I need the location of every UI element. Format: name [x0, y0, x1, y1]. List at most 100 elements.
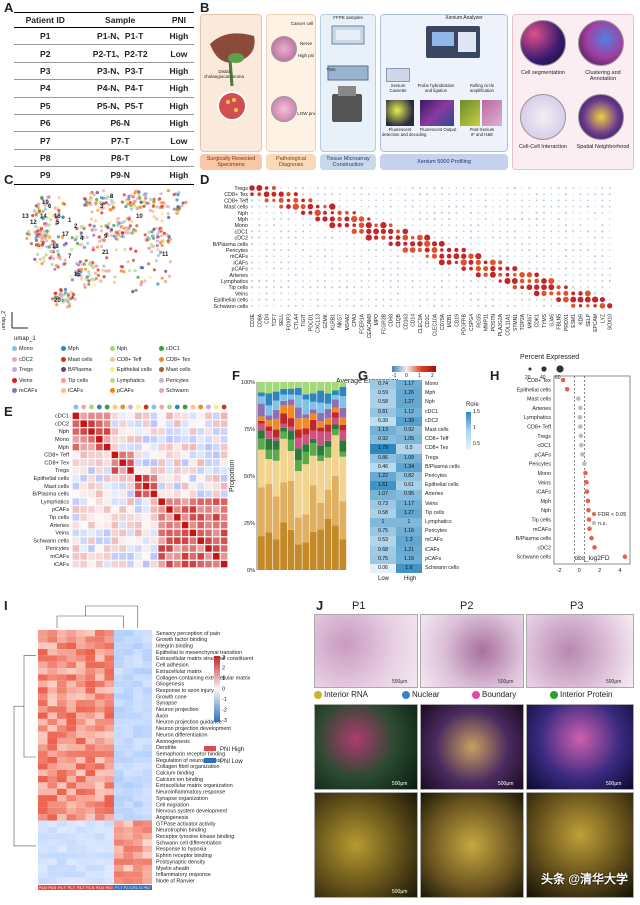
dotplot-dot — [404, 199, 407, 202]
dotplot-dot — [548, 277, 555, 285]
corr-cell — [173, 451, 181, 459]
dotplot-dot — [280, 224, 282, 226]
proportion-segment — [317, 446, 324, 456]
corr-cell — [197, 537, 205, 545]
corr-cell — [212, 544, 220, 553]
corr-cell — [87, 427, 96, 436]
proportion-segment — [280, 413, 287, 424]
dotplot-dot — [506, 218, 509, 220]
go-cell — [66, 737, 76, 745]
go-cell — [76, 737, 86, 745]
umap-point — [96, 245, 100, 249]
go-cell — [38, 864, 48, 872]
go-cell — [66, 877, 76, 884]
corr-cell — [119, 544, 127, 553]
dotplot-dot — [601, 280, 604, 282]
umap-point — [43, 207, 48, 211]
go-cell — [95, 649, 105, 656]
scalebar-he-p1: 500μm — [392, 679, 408, 685]
dotplot-dot — [550, 218, 552, 220]
dotplot-dot — [513, 230, 516, 233]
corr-header-dot — [120, 404, 126, 410]
dotplot-dot — [463, 193, 465, 195]
go-legend-low-swatch — [204, 758, 216, 763]
log2fd-point — [582, 461, 587, 466]
dotplot-dot — [316, 193, 319, 196]
legend-swatch — [61, 346, 66, 352]
umap-point — [114, 248, 118, 252]
corr-cell — [181, 420, 189, 428]
dotplot-dot — [331, 236, 334, 239]
dotplot-dot — [382, 249, 385, 251]
tma-label: TMA — [326, 67, 336, 72]
dotplot-dot — [577, 296, 584, 303]
table-cell: P2 — [14, 44, 77, 63]
dotplot-dot — [506, 249, 509, 251]
dotplot-dot — [594, 199, 596, 201]
dotplot-dot — [287, 236, 290, 239]
corr-cell — [197, 529, 205, 537]
corr-cell — [126, 521, 135, 529]
umap-point — [88, 273, 92, 277]
dotplot-dot — [329, 203, 336, 210]
corr-cell — [134, 459, 142, 467]
go-cell — [104, 839, 114, 846]
dotplot-dot — [426, 224, 428, 226]
dotplot-dot — [309, 187, 311, 189]
corr-cell — [204, 474, 213, 482]
go-cell — [76, 877, 86, 884]
go-cell — [66, 833, 76, 840]
dotplot-dot — [431, 253, 438, 259]
corr-row-label: pCAFs — [52, 507, 69, 513]
roe-cell-low: 0.81 — [370, 407, 396, 417]
go-sample-annotation — [76, 885, 86, 890]
dotplot-dot — [419, 255, 421, 257]
umap-point — [164, 269, 168, 273]
dotplot-dot — [572, 218, 574, 220]
corr-cell — [87, 482, 96, 490]
go-cell — [104, 718, 114, 726]
dotplot-dot — [514, 261, 516, 264]
dotplot-dot — [564, 267, 567, 270]
dotplot-dot — [411, 274, 414, 276]
tissue-legend-swatch — [314, 690, 322, 699]
dotplot-dot — [331, 280, 333, 282]
go-cell — [95, 757, 105, 764]
dotplot-dot — [499, 305, 501, 307]
go-cell — [85, 833, 95, 840]
go-cell — [38, 668, 48, 675]
dotplot-dot — [470, 292, 472, 295]
dotplot-row-label: B/Plasma cells — [213, 242, 249, 248]
dotplot-dot — [506, 261, 509, 264]
go-term-label: Synapse organization — [156, 796, 208, 802]
go-cell — [76, 630, 86, 637]
dotplot-dot — [360, 267, 363, 270]
umap-point — [94, 201, 98, 205]
dotplot-dot — [411, 292, 414, 295]
dotplot-dot — [251, 249, 253, 251]
go-cell — [57, 833, 67, 840]
dotplot-dot — [506, 292, 509, 295]
dotplot-dot — [609, 243, 611, 245]
corr-header-dot — [206, 404, 211, 410]
umap-point — [90, 277, 94, 281]
post-xenium-label: Post-Xenium IF and H&E — [469, 127, 495, 137]
corr-cell — [189, 451, 197, 459]
corr-cell — [72, 466, 80, 475]
dotplot-dot — [265, 298, 268, 301]
go-scale-tick: 1 — [222, 676, 225, 682]
dotplot-dot — [302, 286, 304, 289]
corr-cell — [72, 521, 80, 529]
dotplot-dot — [324, 304, 326, 307]
go-cell — [57, 769, 67, 777]
fluor-output-label: Fluorescent Output — [419, 127, 457, 132]
dotplot-gene-label: CD3E — [250, 313, 256, 327]
proportion-segment — [324, 440, 332, 447]
go-sample-label: P4-N — [39, 886, 47, 890]
panel-letter-f: F — [232, 368, 240, 383]
proportion-segment — [287, 530, 295, 570]
dotplot-dot — [295, 299, 297, 301]
go-cell — [133, 680, 143, 688]
dotplot-dot — [477, 199, 480, 202]
dotplot-dot — [498, 279, 502, 283]
